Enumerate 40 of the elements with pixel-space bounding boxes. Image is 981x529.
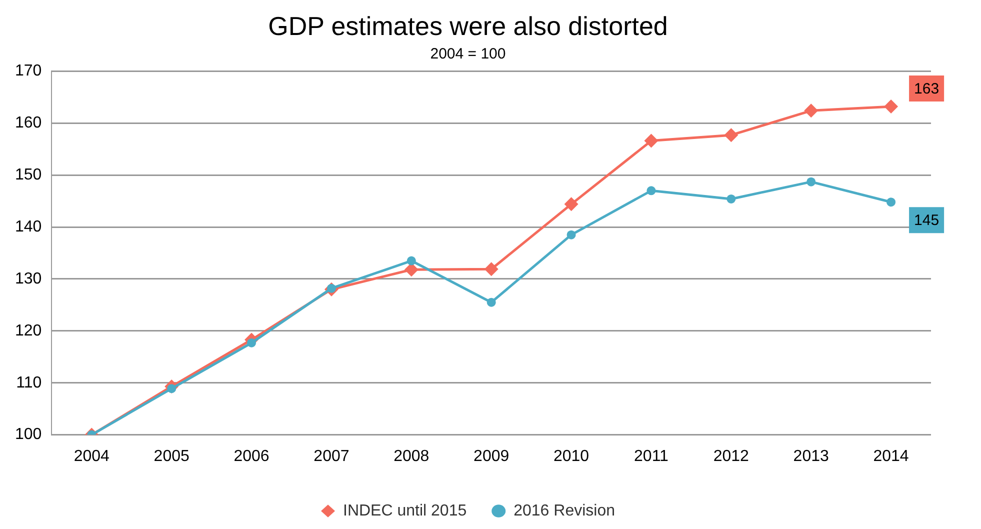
point xyxy=(566,230,576,240)
point xyxy=(726,194,736,204)
chart-subtitle: 2004 = 100 xyxy=(430,45,506,62)
chart-title: GDP estimates were also distorted xyxy=(268,10,668,41)
x-tick-label: 2012 xyxy=(713,448,750,465)
x-tick-label: 2007 xyxy=(314,448,350,465)
y-tick-label: 110 xyxy=(16,374,42,392)
y-tick-label: 150 xyxy=(14,166,42,184)
x-tick-label: 2008 xyxy=(394,448,430,465)
y-tick-label: 100 xyxy=(14,426,42,444)
legend-label: 2016 Revision xyxy=(514,502,616,520)
x-tick-label: 2010 xyxy=(553,448,590,465)
point xyxy=(806,177,816,186)
x-tick-label: 2013 xyxy=(793,448,829,465)
y-tick-label: 120 xyxy=(14,322,42,340)
point xyxy=(884,100,898,114)
y-tick-label: 160 xyxy=(14,114,42,132)
point xyxy=(724,128,738,142)
data-label: 145 xyxy=(914,212,940,230)
point xyxy=(484,262,498,276)
point xyxy=(406,256,416,266)
y-tick-label: 140 xyxy=(14,218,42,236)
y-tick-label: 170 xyxy=(14,62,42,80)
point xyxy=(247,338,256,348)
point xyxy=(644,134,658,148)
y-tick-label: 130 xyxy=(14,270,42,288)
data-label: 163 xyxy=(914,80,940,98)
x-tick-label: 2004 xyxy=(74,448,110,465)
point xyxy=(564,197,578,212)
x-tick-label: 2009 xyxy=(474,448,510,465)
point xyxy=(646,186,656,196)
x-tick-label: 2005 xyxy=(154,448,190,465)
point xyxy=(886,198,896,207)
x-tick-label: 2011 xyxy=(634,448,669,465)
x-tick-label: 2014 xyxy=(873,448,909,465)
x-tick-label: 2006 xyxy=(234,448,270,465)
point xyxy=(404,262,418,277)
legend-label: INDEC until 2015 xyxy=(342,502,467,520)
point xyxy=(486,298,496,307)
point xyxy=(804,104,818,118)
